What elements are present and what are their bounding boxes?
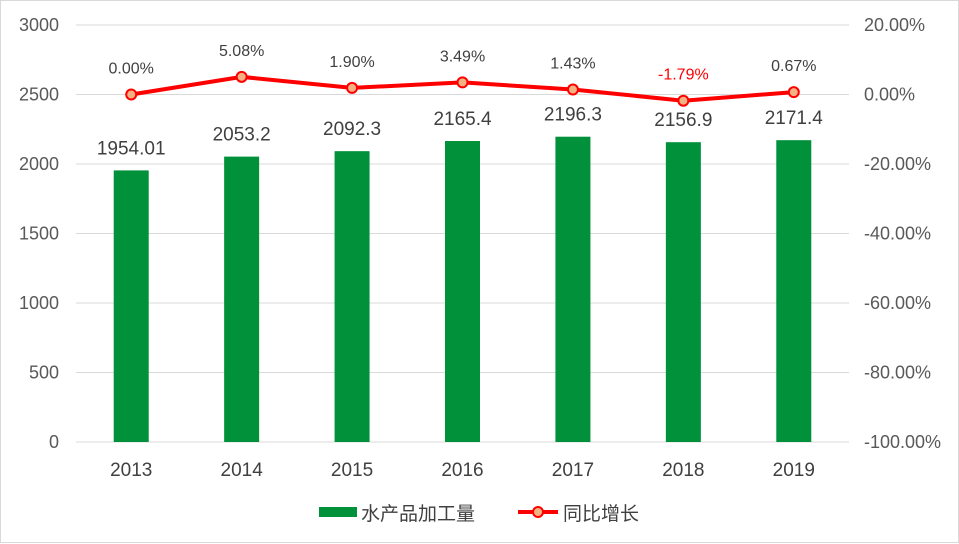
left-tick-label: 2500 bbox=[19, 85, 59, 105]
category-label: 2016 bbox=[441, 460, 483, 481]
left-tick-label: 0 bbox=[49, 432, 59, 452]
right-y-axis: 20.00% 0.00% -20.00% -40.00% -60.00% -80.00% -… bbox=[864, 15, 941, 452]
category-label: 2019 bbox=[773, 460, 815, 481]
bar-value-label: 1954.01 bbox=[97, 138, 166, 159]
line-point bbox=[346, 81, 359, 94]
category-label: 2015 bbox=[331, 460, 373, 481]
left-tick-label: 1500 bbox=[19, 224, 59, 244]
bar bbox=[776, 140, 812, 442]
line-point bbox=[125, 88, 138, 101]
category-label: 2017 bbox=[552, 460, 594, 481]
bar bbox=[224, 156, 260, 442]
bar-value-label: 2092.3 bbox=[323, 119, 381, 140]
right-tick-label: 0.00% bbox=[864, 85, 915, 105]
category-label: 2014 bbox=[221, 460, 264, 481]
category-label: 2013 bbox=[110, 460, 152, 481]
right-tick-label: -100.00% bbox=[864, 432, 941, 452]
legend-bar-swatch bbox=[319, 507, 357, 517]
line-value-label: 0.67% bbox=[771, 58, 816, 75]
line-point bbox=[456, 76, 469, 89]
line-point bbox=[787, 86, 800, 99]
right-tick-label: -80.00% bbox=[864, 363, 931, 383]
right-tick-label: -20.00% bbox=[864, 154, 931, 174]
bar-value-label: 2053.2 bbox=[213, 125, 271, 146]
legend: 水产品加工量 同比增长 bbox=[319, 503, 639, 525]
legend-line-label: 同比增长 bbox=[563, 503, 639, 525]
line-point bbox=[566, 83, 579, 96]
bar-value-label: 2165.4 bbox=[433, 109, 492, 130]
bar bbox=[665, 142, 701, 442]
line-value-label: -1.79% bbox=[658, 67, 709, 84]
line-point bbox=[677, 94, 690, 107]
line-value-label: 5.08% bbox=[219, 43, 264, 60]
left-tick-label: 500 bbox=[29, 363, 59, 383]
line-value-label: 3.49% bbox=[440, 48, 485, 65]
line-series: 0.00% 5.08% 1.90% 3.49% 1.43% -1.79% 0.67% bbox=[109, 43, 816, 107]
bar bbox=[334, 151, 370, 443]
line-value-label: 0.00% bbox=[109, 61, 154, 78]
line-point bbox=[235, 70, 248, 83]
x-axis: 2013 2014 2015 2016 2017 2018 2019 bbox=[110, 460, 815, 481]
right-tick-label: -60.00% bbox=[864, 293, 931, 313]
bar-value-label: 2196.3 bbox=[544, 105, 602, 126]
category-label: 2018 bbox=[662, 460, 704, 481]
left-tick-label: 2000 bbox=[19, 154, 59, 174]
legend-line-marker bbox=[532, 506, 544, 518]
bar bbox=[445, 141, 480, 442]
bar-value-label: 2156.9 bbox=[654, 110, 712, 131]
right-tick-label: 20.00% bbox=[864, 15, 925, 35]
line-value-label: 1.43% bbox=[550, 56, 595, 73]
bar bbox=[113, 170, 149, 442]
left-y-axis: 3000 2500 2000 1500 1000 500 0 bbox=[19, 15, 59, 452]
bar-value-label: 2171.4 bbox=[765, 108, 824, 129]
bar-series: 1954.01 2053.2 2092.3 2165.4 2196.3 2156.9 217… bbox=[97, 105, 824, 443]
legend-bar-label: 水产品加工量 bbox=[361, 503, 475, 525]
left-tick-label: 3000 bbox=[19, 15, 59, 35]
right-tick-label: -40.00% bbox=[864, 224, 931, 244]
line-value-label: 1.90% bbox=[329, 54, 374, 71]
bar bbox=[555, 136, 591, 442]
left-tick-label: 1000 bbox=[19, 293, 59, 313]
